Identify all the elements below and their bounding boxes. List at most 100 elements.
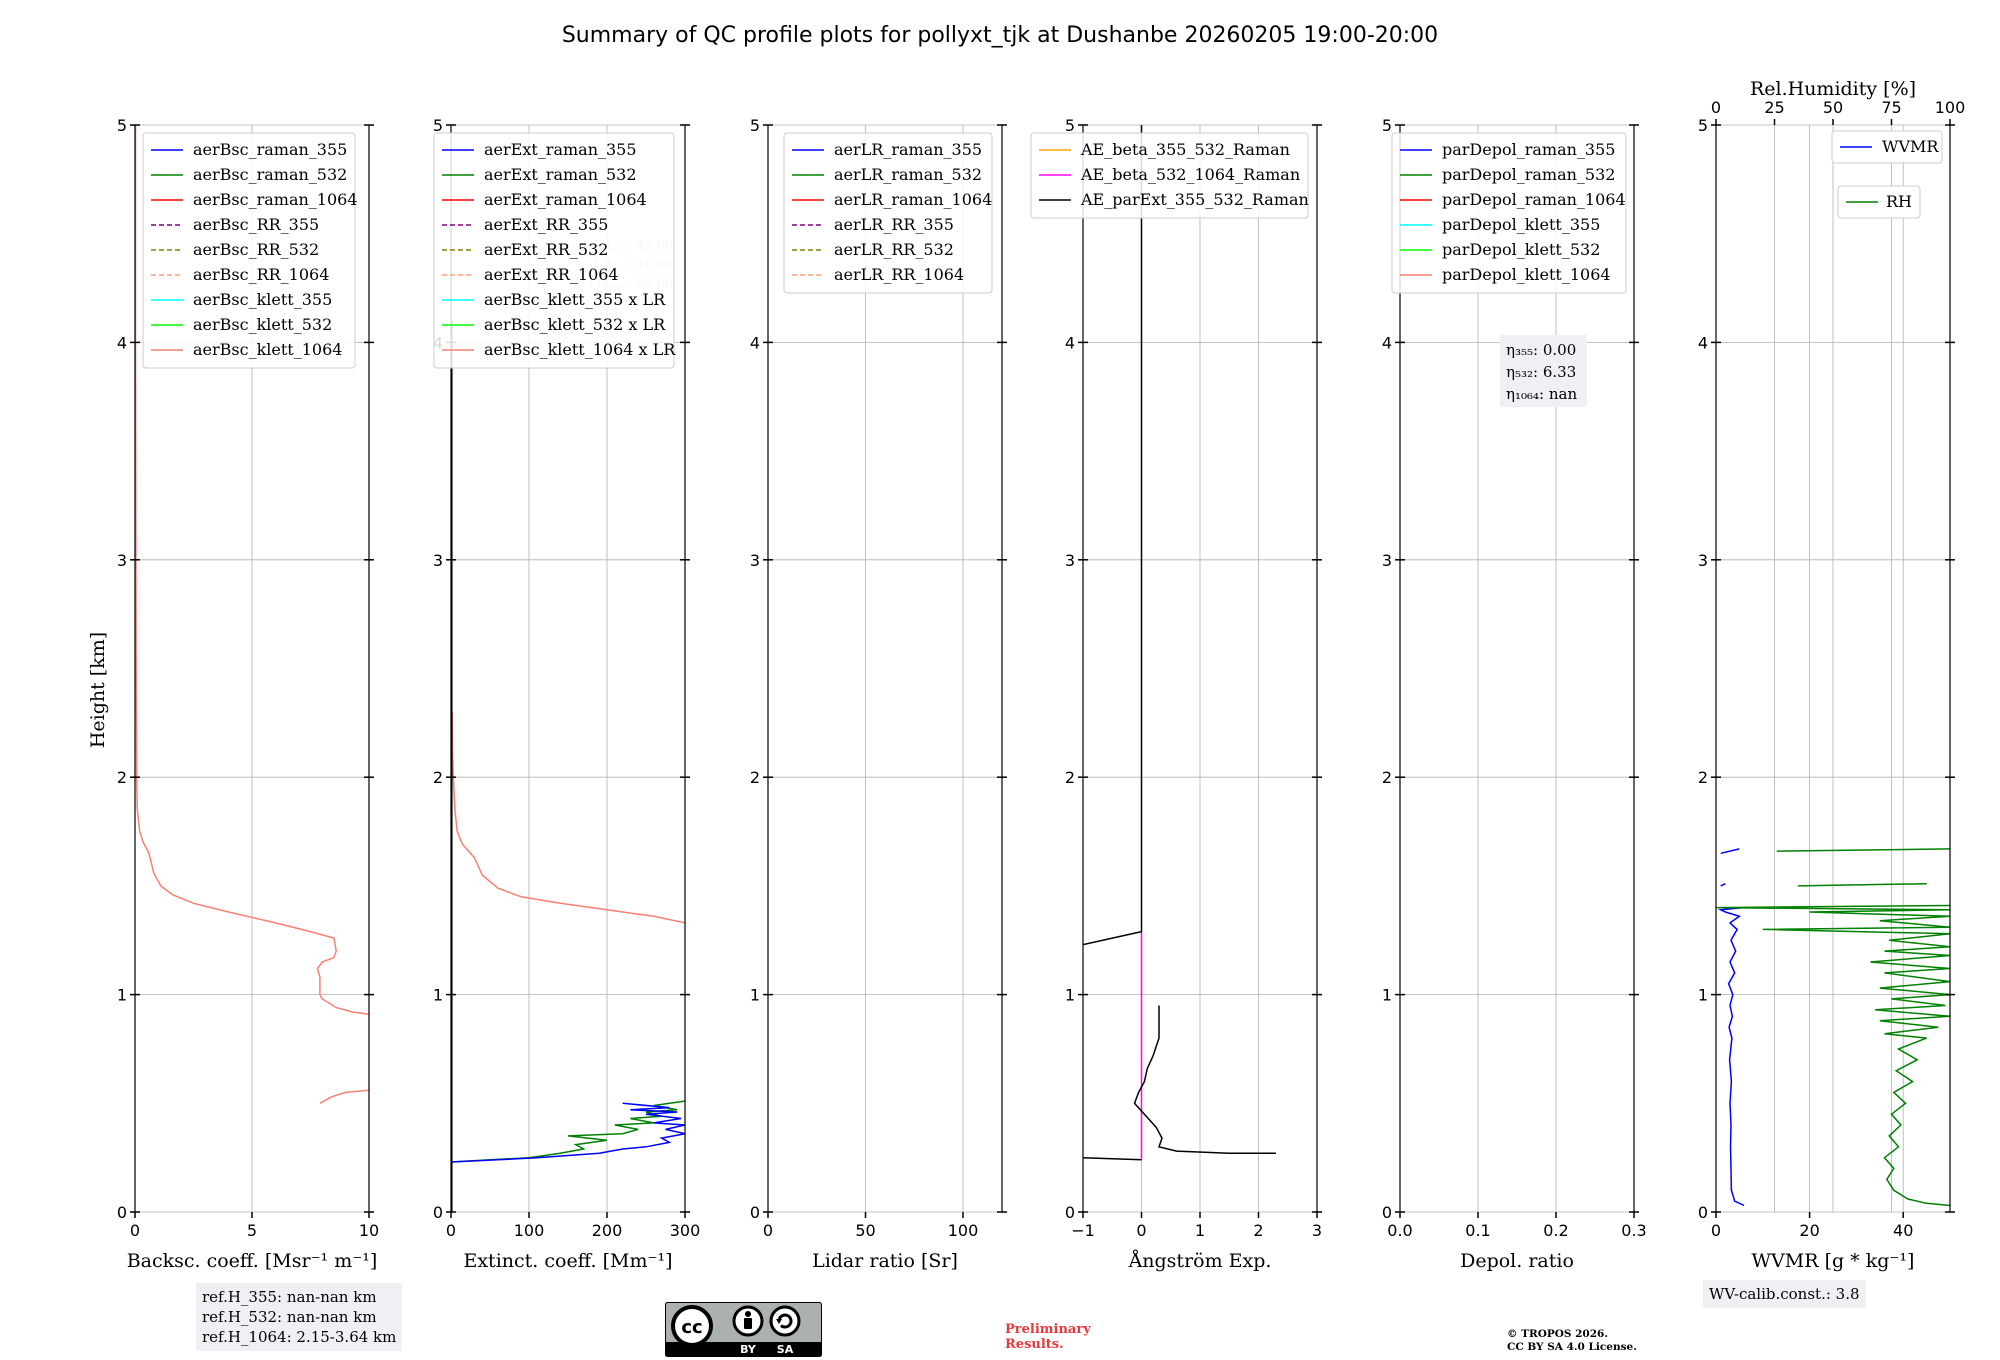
x-axis-label: WVMR [g * kg⁻¹]: [1752, 1250, 1915, 1272]
top-x-tick-label: 25: [1764, 98, 1784, 117]
ref-height-355: ref.H_355: nan-nan km: [202, 1288, 377, 1306]
y-tick-label: 3: [1382, 551, 1392, 570]
series-ae-parext-355-532-raman: [1083, 125, 1143, 946]
y-tick-label: 1: [1698, 986, 1708, 1005]
legend-label: aerBsc_klett_355 x LR: [484, 290, 666, 309]
panel-extinction: 0123450100200300Extinct. coeff. [Mm⁻¹]LR…: [433, 116, 700, 1272]
legend-label: parDepol_raman_1064: [1442, 190, 1626, 209]
x-tick-label: 20: [1799, 1221, 1819, 1240]
y-tick-label: 1: [117, 986, 127, 1005]
y-tick-label: 3: [433, 551, 443, 570]
copyright-line-1: © TROPOS 2026.: [1507, 1328, 1609, 1340]
legend: parDepol_raman_355 parDepol_raman_532 parD…: [1391, 132, 1627, 294]
legend: aerLR_raman_355 aerLR_raman_532 aerLR_rama…: [783, 132, 993, 294]
eta-value: η₃₅₅: 0.00: [1506, 341, 1576, 359]
share-alike-icon: [769, 1305, 801, 1337]
x-axis-label: Backsc. coeff. [Msr⁻¹ m⁻¹]: [127, 1250, 378, 1272]
series-aerbsc-klett-1064: [319, 1089, 369, 1104]
series-ae-parext-355-532-raman: [1133, 1005, 1276, 1155]
eta-value: η₅₃₂: 6.33: [1506, 363, 1576, 381]
x-tick-label: 5: [247, 1221, 257, 1240]
series-aerbsc-klett-1064: [135, 125, 369, 1015]
top-x-tick-label: 100: [1935, 98, 1966, 117]
legend-label: aerLR_raman_1064: [834, 190, 992, 209]
svg-text:cc: cc: [681, 1317, 702, 1338]
y-tick-label: 0: [1698, 1203, 1708, 1222]
preliminary-line-1: Preliminary: [1005, 1322, 1091, 1337]
legend-label: aerBsc_klett_355: [193, 290, 332, 309]
reference-heights-box: ref.H_355: nan-nan km ref.H_532: nan-nan…: [196, 1283, 403, 1351]
legend-label: aerExt_RR_532: [484, 240, 608, 259]
legend-label: aerBsc_raman_1064: [193, 190, 358, 209]
y-tick-label: 1: [1065, 986, 1075, 1005]
y-tick-label: 3: [1698, 551, 1708, 570]
x-tick-label: −1: [1071, 1221, 1095, 1240]
x-tick-label: 100: [514, 1221, 545, 1240]
y-tick-label: 3: [1065, 551, 1075, 570]
cc-sa-label: SA: [777, 1343, 794, 1356]
y-tick-label: 4: [1698, 333, 1708, 352]
legend-frame: [433, 132, 675, 369]
y-tick-label: 1: [1382, 986, 1392, 1005]
x-tick-label: 0: [1711, 1221, 1721, 1240]
legend-label: parDepol_raman_355: [1442, 140, 1615, 159]
y-axis-label: Height [km]: [87, 632, 109, 748]
x-tick-label: 0: [130, 1221, 140, 1240]
legend-label: aerExt_raman_532: [484, 165, 637, 184]
y-tick-label: 4: [1382, 333, 1392, 352]
legend-wvmr: WVMR: [1831, 130, 1943, 164]
legend-label: aerLR_RR_532: [834, 240, 954, 259]
copyright-line-2: CC BY SA 4.0 License.: [1507, 1341, 1637, 1353]
eta-note: η₃₅₅: 0.00 η₅₃₂: 6.33 η₁₀₆₄: nan: [1500, 335, 1587, 407]
top-x-tick-label: 50: [1823, 98, 1843, 117]
legend-label: aerLR_RR_355: [834, 215, 954, 234]
legend-label: aerBsc_RR_355: [193, 215, 319, 234]
y-tick-label: 5: [1065, 116, 1075, 135]
x-tick-label: 300: [670, 1221, 701, 1240]
legend-label: aerBsc_klett_1064: [193, 340, 342, 359]
y-tick-label: 5: [750, 116, 760, 135]
x-tick-label: 200: [592, 1221, 623, 1240]
y-tick-label: 0: [1382, 1203, 1392, 1222]
y-tick-label: 5: [1382, 116, 1392, 135]
y-tick-label: 2: [1698, 768, 1708, 787]
x-tick-label: 0.3: [1621, 1221, 1646, 1240]
series-wvmr: [1717, 906, 1745, 1207]
cc-icon: [671, 1305, 713, 1347]
series-ae-parext-355-532-raman: [1083, 1156, 1142, 1161]
legend-frame: [1837, 185, 1921, 219]
x-tick-label: 40: [1893, 1221, 1913, 1240]
series-wvmr: [1720, 848, 1740, 855]
legend-label: WVMR: [1882, 137, 1939, 156]
top-x-tick-label: 75: [1881, 98, 1901, 117]
x-tick-label: 2: [1253, 1221, 1263, 1240]
legend: aerExt_raman_355 aerExt_raman_532 aerExt_r…: [433, 132, 676, 369]
legend-label: AE_beta_532_1064_Raman: [1080, 165, 1300, 184]
x-tick-label: 0.2: [1543, 1221, 1568, 1240]
x-tick-label: 100: [948, 1221, 979, 1240]
wv-calib-text: WV-calib.const.: 3.8: [1709, 1285, 1860, 1303]
x-tick-label: 10: [359, 1221, 379, 1240]
legend-rh: RH: [1837, 185, 1921, 219]
legend-label: aerBsc_RR_1064: [193, 265, 329, 284]
legend-label: parDepol_klett_532: [1442, 240, 1600, 259]
legend-label: AE_beta_355_532_Raman: [1080, 140, 1290, 159]
x-tick-label: 0.0: [1387, 1221, 1412, 1240]
series-wvmr: [1720, 883, 1726, 887]
y-tick-label: 3: [117, 551, 127, 570]
x-axis-label: Lidar ratio [Sr]: [812, 1250, 958, 1272]
y-tick-label: 0: [1065, 1203, 1075, 1222]
y-tick-label: 0: [433, 1203, 443, 1222]
legend-label: aerExt_RR_355: [484, 215, 608, 234]
series-rh: [1776, 848, 1950, 852]
figure-title: Summary of QC profile plots for pollyxt_…: [562, 23, 1438, 48]
legend: AE_beta_355_532_Raman AE_beta_532_1064_Ra…: [1030, 132, 1309, 219]
y-tick-label: 2: [1065, 768, 1075, 787]
y-tick-label: 4: [750, 333, 760, 352]
legend-label: aerLR_raman_355: [834, 140, 982, 159]
wv-calibration-box: WV-calib.const.: 3.8: [1703, 1280, 1866, 1308]
x-tick-label: 0: [1136, 1221, 1146, 1240]
